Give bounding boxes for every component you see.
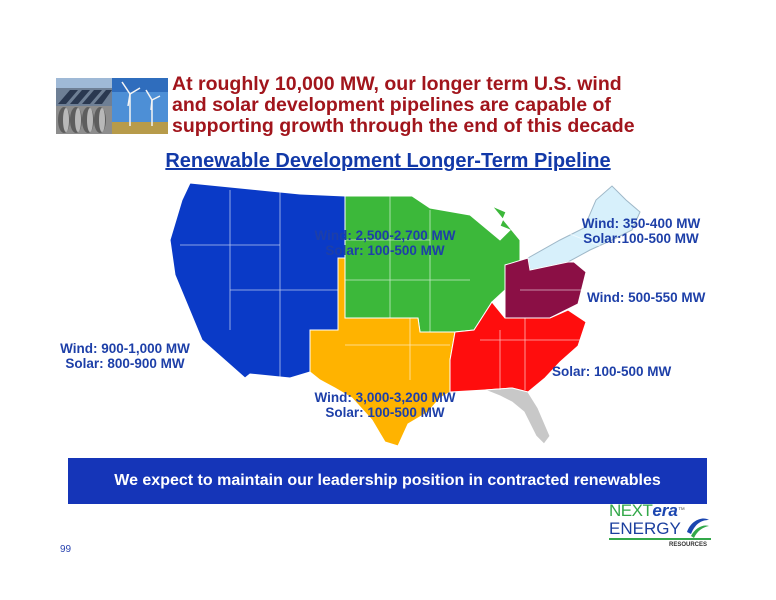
label-southeast-solar: Solar: 100-500 MW	[552, 364, 672, 379]
label-northeast-solar: Solar:100-500 MW	[583, 231, 699, 246]
label-mid-atlantic-wind: Wind: 500-550 MW	[587, 290, 706, 305]
label-northeast: Wind: 350-400 MW Solar:100-500 MW	[566, 216, 716, 246]
map-subtitle: Renewable Development Longer-Term Pipeli…	[165, 150, 611, 172]
logo-era: era	[652, 501, 678, 520]
label-south-central-solar: Solar: 100-500 MW	[325, 405, 445, 420]
region-mid-atlantic	[504, 257, 587, 319]
logo-swoosh-icon	[687, 518, 709, 538]
headline: At roughly 10,000 MW, our longer term U.…	[172, 73, 635, 137]
label-west-solar: Solar: 800-900 MW	[65, 356, 185, 371]
region-southeast	[449, 301, 587, 393]
logo-energy: ENERGY	[609, 519, 681, 538]
label-west: Wind: 900-1,000 MW Solar: 800-900 MW	[50, 341, 200, 371]
leadership-banner: We expect to maintain our leadership pos…	[68, 458, 707, 504]
label-northeast-wind: Wind: 350-400 MW	[581, 216, 701, 231]
page-number: 99	[60, 544, 72, 555]
nextera-energy-resources-logo: NEXTera™ ENERGY RESOURCES	[605, 500, 715, 556]
label-midwest-solar: Solar: 100-500 MW	[325, 243, 445, 258]
region-south-central	[309, 257, 456, 447]
label-south-central-wind: Wind: 3,000-3,200 MW	[314, 390, 456, 405]
label-south-central: Wind: 3,000-3,200 MW Solar: 100-500 MW	[300, 390, 470, 420]
label-west-wind: Wind: 900-1,000 MW	[60, 341, 190, 356]
logo-tm: ™	[677, 507, 685, 514]
region-florida	[484, 387, 551, 445]
header-photo-collage	[56, 78, 168, 134]
label-midwest: Wind: 2,500-2,700 MW Solar: 100-500 MW	[300, 228, 470, 258]
logo-next: NEXT	[609, 501, 653, 520]
label-midwest-wind: Wind: 2,500-2,700 MW	[314, 228, 456, 243]
logo-resources: RESOURCES	[669, 542, 708, 548]
